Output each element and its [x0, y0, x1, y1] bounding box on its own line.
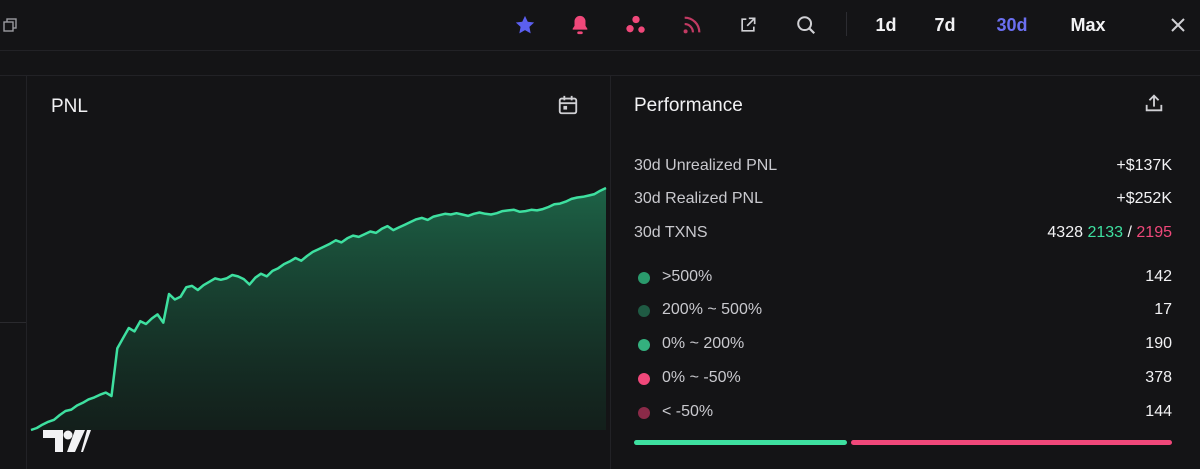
distribution-dot [638, 339, 650, 351]
distribution-row-lt-neg50: < -50% 144 [634, 401, 1172, 425]
txns-total: 4328 [1047, 224, 1083, 241]
distribution-label: 200% ~ 500% [662, 301, 763, 318]
distribution-label: < -50% [662, 403, 714, 420]
distribution-row-0-200: 0% ~ 200% 190 [634, 333, 1172, 357]
performance-panel: Performance 30d Unrealized PNL +$137K 30… [611, 76, 1200, 469]
timeframe-max[interactable]: Max [1070, 15, 1106, 35]
timeframe-1d[interactable]: 1d [875, 15, 897, 35]
star-icon[interactable] [509, 9, 541, 41]
left-side-panel [0, 76, 27, 469]
distribution-row-200-500: 200% ~ 500% 17 [634, 299, 1172, 323]
tradingview-logo [43, 430, 91, 452]
distribution-row-0-neg50: 0% ~ -50% 378 [634, 367, 1172, 391]
external-link-icon[interactable] [732, 9, 764, 41]
realized-pnl-value: +$252K [1116, 190, 1172, 207]
distribution-value: 144 [1145, 403, 1172, 420]
distribution-dot [638, 305, 650, 317]
distribution-value: 378 [1145, 369, 1172, 386]
distribution-value: 142 [1145, 268, 1172, 285]
txns-separator: / [1127, 224, 1132, 241]
unrealized-pnl-row: 30d Unrealized PNL +$137K [634, 155, 1172, 179]
unrealized-pnl-value: +$137K [1116, 157, 1172, 174]
pnl-area-fill [31, 188, 606, 430]
rss-icon[interactable] [676, 9, 708, 41]
distribution-label: 0% ~ 200% [662, 335, 745, 352]
win-ratio-bar-positive [634, 440, 847, 445]
txns-row: 30d TXNS 4328 2133 / 2195 [634, 222, 1172, 246]
distribution-value: 190 [1145, 335, 1172, 352]
distribution-label: 0% ~ -50% [662, 369, 741, 386]
divider [0, 322, 26, 323]
pnl-series-line [30, 186, 607, 432]
txns-buys: 2133 [1087, 224, 1124, 241]
performance-title: Performance [634, 95, 743, 116]
distribution-row-gt500: >500% 142 [634, 266, 1172, 290]
distribution-value: 17 [1154, 301, 1172, 318]
calendar-icon[interactable] [557, 94, 579, 121]
bubble-map-icon[interactable] [620, 9, 652, 41]
close-icon[interactable] [1162, 9, 1194, 41]
sub-header-strip [0, 51, 1200, 76]
copy-icon[interactable] [0, 9, 26, 41]
pnl-panel: PNL [27, 76, 611, 469]
win-ratio-bar-negative [851, 440, 1172, 445]
txns-sells: 2195 [1136, 224, 1172, 241]
timeframe-7d[interactable]: 7d [934, 15, 956, 35]
share-icon[interactable] [1143, 92, 1165, 119]
distribution-dot [638, 407, 650, 419]
toolbar-divider [846, 12, 847, 36]
distribution-dot [638, 373, 650, 385]
pnl-title: PNL [51, 96, 88, 117]
realized-pnl-label: 30d Realized PNL [634, 190, 763, 207]
txns-label: 30d TXNS [634, 224, 708, 241]
bell-icon[interactable] [564, 9, 596, 41]
distribution-label: >500% [662, 268, 713, 285]
top-toolbar: 1d 7d 30d Max [0, 0, 1200, 51]
search-icon[interactable] [790, 9, 822, 41]
distribution-dot [638, 272, 650, 284]
pnl-area-chart[interactable] [27, 166, 610, 469]
unrealized-pnl-label: 30d Unrealized PNL [634, 157, 778, 174]
realized-pnl-row: 30d Realized PNL +$252K [634, 188, 1172, 212]
timeframe-30d[interactable]: 30d [996, 15, 1028, 35]
txns-values: 4328 2133 / 2195 [1047, 224, 1172, 242]
